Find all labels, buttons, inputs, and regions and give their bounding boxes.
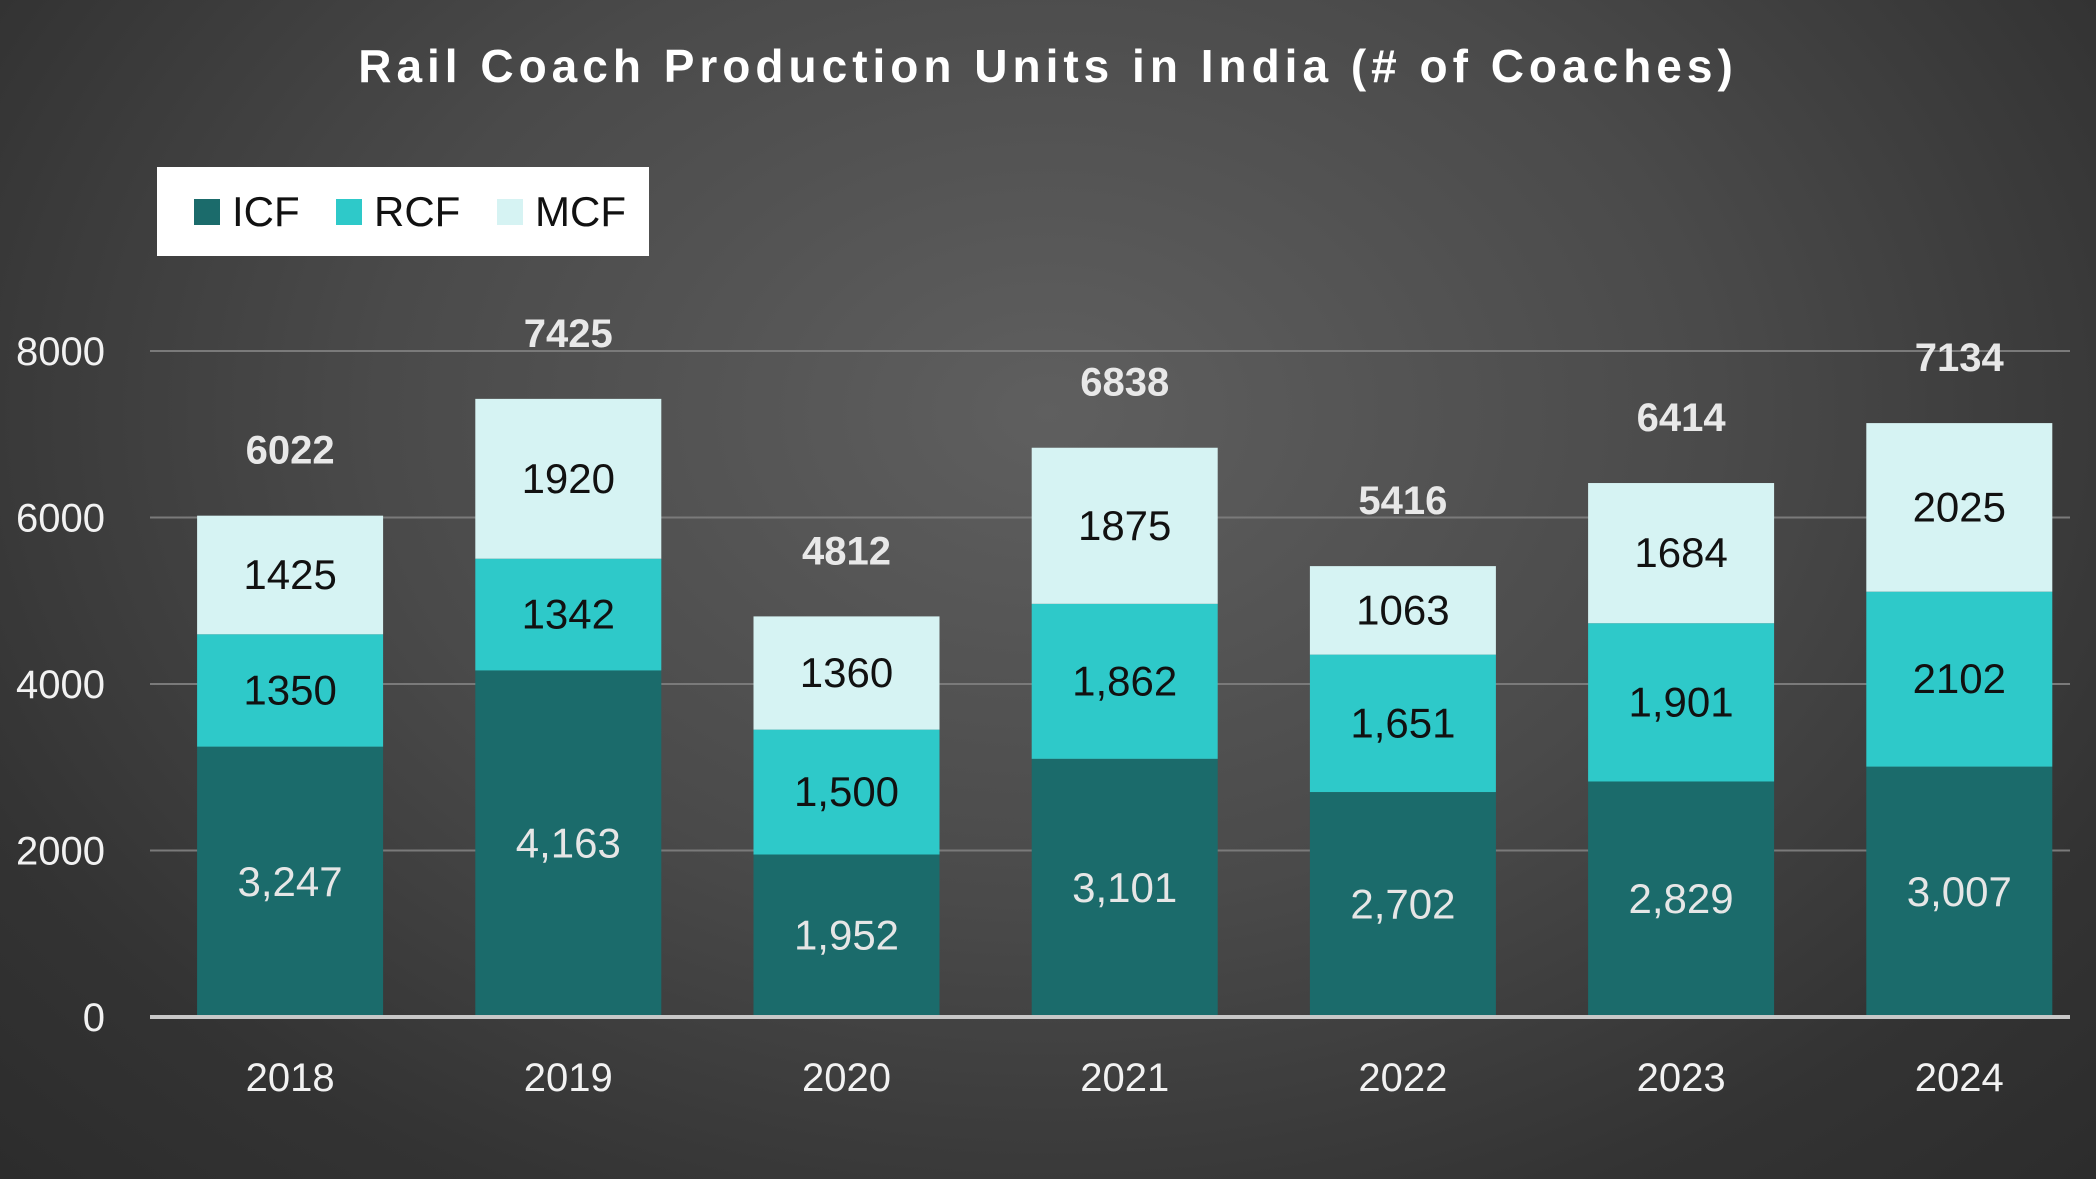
data-label-icf-2022: 2,702 bbox=[1350, 881, 1455, 928]
total-label-2018: 6022 bbox=[246, 429, 335, 473]
legend-label-icf: ICF bbox=[232, 188, 300, 235]
data-label-icf-2019: 4,163 bbox=[516, 820, 621, 867]
x-tick-label-2020: 2020 bbox=[802, 1056, 891, 1100]
bar-mcf-2020 bbox=[753, 616, 940, 730]
data-label-rcf-2021: 1,862 bbox=[1072, 657, 1177, 704]
total-label-2022: 5416 bbox=[1358, 479, 1447, 523]
data-label-mcf-2022: 1063 bbox=[1356, 586, 1449, 633]
data-label-icf-2023: 2,829 bbox=[1629, 875, 1734, 922]
total-label-2019: 7425 bbox=[524, 312, 613, 356]
x-tick-label-2023: 2023 bbox=[1637, 1056, 1726, 1100]
data-label-mcf-2020: 1360 bbox=[800, 649, 893, 696]
bar-icf-2019 bbox=[475, 670, 662, 1017]
bar-rcf-2019 bbox=[475, 558, 662, 671]
data-label-rcf-2023: 1,901 bbox=[1629, 678, 1734, 725]
bar-rcf-2022 bbox=[1309, 654, 1496, 793]
data-label-mcf-2019: 1920 bbox=[522, 455, 615, 502]
data-label-rcf-2018: 1350 bbox=[243, 666, 336, 713]
x-tick-label-2021: 2021 bbox=[1080, 1056, 1169, 1100]
bar-mcf-2019 bbox=[475, 398, 662, 559]
data-label-icf-2020: 1,952 bbox=[794, 912, 899, 959]
data-label-icf-2021: 3,101 bbox=[1072, 864, 1177, 911]
legend-swatch-icf bbox=[194, 199, 220, 225]
x-tick-label-2019: 2019 bbox=[524, 1056, 613, 1100]
x-tick-label-2022: 2022 bbox=[1358, 1056, 1447, 1100]
bar-mcf-2024 bbox=[1866, 423, 2053, 592]
x-axis-tick-labels: 2018 2019 2020 2021 2022 2023 2024 bbox=[246, 1056, 2004, 1100]
bar-mcf-2022 bbox=[1309, 566, 1496, 655]
legend-label-rcf: RCF bbox=[374, 188, 460, 235]
data-label-icf-2018: 3,247 bbox=[238, 858, 343, 905]
total-label-2023: 6414 bbox=[1637, 396, 1727, 440]
bar-icf-2022 bbox=[1309, 792, 1496, 1017]
bar-segments: 3,247 1350 1425 6022 4,163 1342 1920 7425 1,952 1… bbox=[197, 312, 2053, 1017]
data-label-mcf-2024: 2025 bbox=[1913, 483, 2006, 530]
legend-swatch-mcf bbox=[497, 199, 523, 225]
x-tick-label-2018: 2018 bbox=[246, 1056, 335, 1100]
bar-icf-2018 bbox=[197, 746, 384, 1017]
bar-rcf-2020 bbox=[753, 729, 940, 855]
y-tick-label-2000: 2000 bbox=[16, 830, 105, 874]
data-label-mcf-2021: 1875 bbox=[1078, 502, 1171, 549]
bar-icf-2020 bbox=[753, 854, 940, 1017]
legend-box bbox=[157, 167, 649, 256]
bar-icf-2024 bbox=[1866, 766, 2053, 1017]
data-label-rcf-2024: 2102 bbox=[1913, 655, 2006, 702]
y-axis-tick-labels: 0 2000 4000 6000 8000 bbox=[16, 330, 105, 1040]
data-label-mcf-2023: 1684 bbox=[1634, 529, 1727, 576]
y-tick-label-6000: 6000 bbox=[16, 497, 105, 541]
y-tick-label-4000: 4000 bbox=[16, 663, 105, 707]
bar-rcf-2024 bbox=[1866, 591, 2053, 767]
total-label-2024: 7134 bbox=[1915, 336, 2005, 380]
bar-mcf-2021 bbox=[1031, 447, 1218, 604]
data-label-rcf-2022: 1,651 bbox=[1350, 699, 1455, 746]
data-label-icf-2024: 3,007 bbox=[1907, 868, 2012, 915]
legend-swatch-rcf bbox=[336, 199, 362, 225]
total-label-2020: 4812 bbox=[802, 529, 891, 573]
total-label-2021: 6838 bbox=[1080, 361, 1169, 405]
bar-mcf-2018 bbox=[197, 515, 384, 635]
legend-label-mcf: MCF bbox=[535, 188, 626, 235]
legend: ICF RCF MCF bbox=[157, 167, 649, 256]
bar-rcf-2023 bbox=[1588, 623, 1775, 782]
data-label-mcf-2018: 1425 bbox=[243, 551, 336, 598]
y-tick-label-0: 0 bbox=[83, 996, 105, 1040]
data-label-rcf-2019: 1342 bbox=[522, 591, 615, 638]
bar-mcf-2023 bbox=[1588, 483, 1775, 624]
data-label-rcf-2020: 1,500 bbox=[794, 768, 899, 815]
bar-icf-2023 bbox=[1588, 781, 1775, 1017]
bar-rcf-2021 bbox=[1031, 603, 1218, 759]
bar-icf-2021 bbox=[1031, 758, 1218, 1017]
y-tick-label-8000: 8000 bbox=[16, 330, 105, 374]
x-tick-label-2024: 2024 bbox=[1915, 1056, 2004, 1100]
chart-title: Rail Coach Production Units in India (# … bbox=[358, 40, 1738, 92]
bar-rcf-2018 bbox=[197, 634, 384, 747]
